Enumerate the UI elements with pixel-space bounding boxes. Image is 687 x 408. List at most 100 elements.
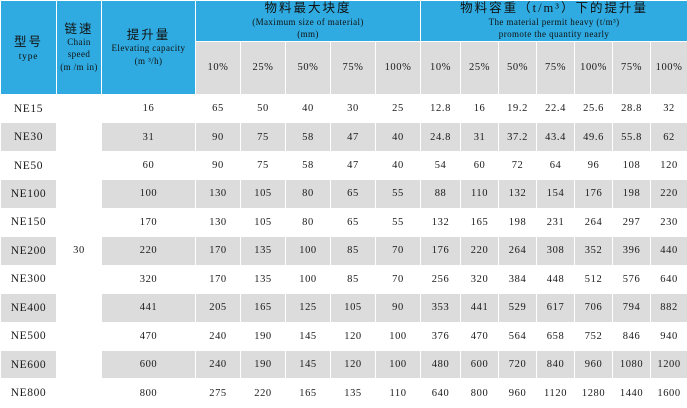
cell-material-weight-1: 165 — [460, 207, 500, 238]
cell-material-weight-1: 31 — [460, 122, 500, 152]
cell-capacity: 170 — [101, 207, 196, 238]
cell-material-weight-3: 448 — [536, 264, 576, 295]
cell-model: NE400 — [0, 293, 57, 323]
table-row: NE30 31 90 75 58 47 40 24.8 31 37.2 43.4 49.6 55.8 62 — [0, 122, 687, 152]
cell-material-weight-2: 384 — [498, 264, 538, 295]
cell-model: NE500 — [0, 321, 57, 351]
header-type-cn: 型号 — [13, 35, 43, 50]
cell-max-size-1: 220 — [240, 378, 286, 408]
cell-material-weight-3: 64 — [536, 150, 576, 181]
cell-material-weight-4: 352 — [574, 236, 614, 266]
cell-max-size-3: 47 — [330, 150, 376, 181]
header-percent-row: 10% 25% 50% 75% 100% 10% 25% 50% 75% 100% 75% 100% — [1, 40, 687, 95]
cell-max-size-1: 105 — [240, 207, 286, 238]
cell-capacity: 470 — [101, 321, 196, 351]
cell-max-size-4: 110 — [374, 378, 422, 408]
cell-material-weight-2: 19.2 — [498, 93, 538, 124]
cell-capacity: 16 — [101, 93, 196, 124]
table-row: NE500 470 240 190 145 120 100 376 470 564 658 752 84… — [0, 321, 687, 351]
cell-material-weight-5: 108 — [612, 150, 652, 181]
header-max-size-group: 物料最大块度 (Maximum size of material) (mm) — [194, 0, 422, 42]
cell-material-weight-4: 960 — [574, 349, 614, 380]
cell-material-weight-2: 37.2 — [498, 122, 538, 152]
cell-material-weight-3: 154 — [536, 179, 576, 209]
table-row: NE50 60 90 75 58 47 40 54 60 72 64 96 108 120 — [0, 150, 687, 181]
header-max-size-cn: 物料最大块度 — [264, 1, 352, 15]
cell-model: NE100 — [0, 179, 57, 209]
header-percent-size-2: 50% — [285, 40, 331, 95]
cell-material-weight-5: 1440 — [612, 378, 652, 408]
header-chain-speed: 链速 Chain speed (m /m in) — [56, 0, 102, 95]
cell-max-size-4: 40 — [374, 150, 422, 181]
cell-capacity: 220 — [101, 236, 196, 266]
cell-material-weight-6: 62 — [650, 122, 687, 152]
cell-material-weight-2: 564 — [498, 321, 538, 351]
cell-capacity: 31 — [101, 122, 196, 152]
cell-material-weight-6: 1600 — [650, 378, 687, 408]
cell-material-weight-2: 720 — [498, 349, 538, 380]
header-percent-weight-3: 75% — [536, 40, 576, 95]
table-body: NE15 30 16 65 50 40 30 25 12.8 16 19.2 22.4 25.6 28.8… — [0, 93, 687, 408]
table-row: NE400 441 205 165 125 105 90 353 441 529 617 706 794… — [0, 293, 687, 323]
header-chain-speed-unit: (m /m in) — [60, 61, 98, 72]
cell-max-size-1: 190 — [240, 349, 286, 380]
header-percent-weight-1: 25% — [460, 40, 500, 95]
header-percent-weight-4: 100% — [574, 40, 614, 95]
cell-max-size-3: 120 — [330, 321, 376, 351]
cell-material-weight-1: 320 — [460, 264, 500, 295]
table-row: NE300 320 170 135 100 85 70 256 320 384 448 512 576 6… — [0, 264, 687, 295]
cell-capacity: 60 — [101, 150, 196, 181]
cell-material-weight-6: 440 — [650, 236, 687, 266]
cell-chain-speed: 30 — [56, 93, 102, 408]
cell-material-weight-1: 600 — [460, 349, 500, 380]
cell-capacity: 320 — [101, 264, 196, 295]
cell-max-size-2: 165 — [285, 378, 331, 408]
cell-material-weight-5: 28.8 — [612, 93, 652, 124]
cell-material-weight-5: 576 — [612, 264, 652, 295]
header-material-weight-group: 物料容重（t/m³）下的提升量 The material permit heav… — [420, 0, 687, 42]
cell-max-size-4: 40 — [374, 122, 422, 152]
cell-material-weight-5: 794 — [612, 293, 652, 323]
cell-max-size-4: 55 — [374, 207, 422, 238]
cell-material-weight-6: 32 — [650, 93, 687, 124]
cell-max-size-0: 240 — [195, 321, 241, 351]
header-type: 型号 type — [0, 0, 57, 95]
cell-material-weight-5: 396 — [612, 236, 652, 266]
header-max-size-en: (Maximum size of material) — [252, 16, 364, 27]
cell-material-weight-0: 256 — [420, 264, 462, 295]
cell-max-size-3: 135 — [330, 378, 376, 408]
cell-material-weight-1: 16 — [460, 93, 500, 124]
header-type-en: type — [18, 51, 39, 62]
cell-max-size-4: 70 — [374, 236, 422, 266]
cell-max-size-3: 65 — [330, 207, 376, 238]
cell-max-size-2: 80 — [285, 207, 331, 238]
cell-material-weight-3: 617 — [536, 293, 576, 323]
header-group-row: 型号 type 链速 Chain speed (m /m in) 提升量 Ele… — [0, 0, 687, 95]
cell-material-weight-5: 297 — [612, 207, 652, 238]
cell-material-weight-2: 264 — [498, 236, 538, 266]
cell-material-weight-4: 49.6 — [574, 122, 614, 152]
cell-material-weight-3: 1120 — [536, 378, 576, 408]
header-percent-size-0: 10% — [195, 40, 241, 95]
cell-material-weight-4: 1280 — [574, 378, 614, 408]
table-row: NE600 600 240 190 145 120 100 480 600 720 840 960 10… — [0, 349, 687, 380]
cell-model: NE15 — [0, 93, 57, 124]
cell-max-size-2: 125 — [285, 293, 331, 323]
cell-max-size-0: 205 — [195, 293, 241, 323]
cell-material-weight-6: 640 — [650, 264, 687, 295]
cell-max-size-2: 40 — [285, 93, 331, 124]
table-header: 型号 type 链速 Chain speed (m /m in) 提升量 Ele… — [0, 0, 687, 95]
cell-material-weight-2: 198 — [498, 207, 538, 238]
cell-max-size-4: 70 — [374, 264, 422, 295]
cell-material-weight-0: 12.8 — [420, 93, 462, 124]
cell-material-weight-4: 25.6 — [574, 93, 614, 124]
cell-model: NE30 — [0, 122, 57, 152]
cell-material-weight-4: 264 — [574, 207, 614, 238]
cell-material-weight-2: 132 — [498, 179, 538, 209]
cell-material-weight-5: 55.8 — [612, 122, 652, 152]
header-percent-size-4: 100% — [374, 40, 422, 95]
cell-capacity: 100 — [101, 179, 196, 209]
cell-material-weight-1: 470 — [460, 321, 500, 351]
cell-model: NE200 — [0, 236, 57, 266]
